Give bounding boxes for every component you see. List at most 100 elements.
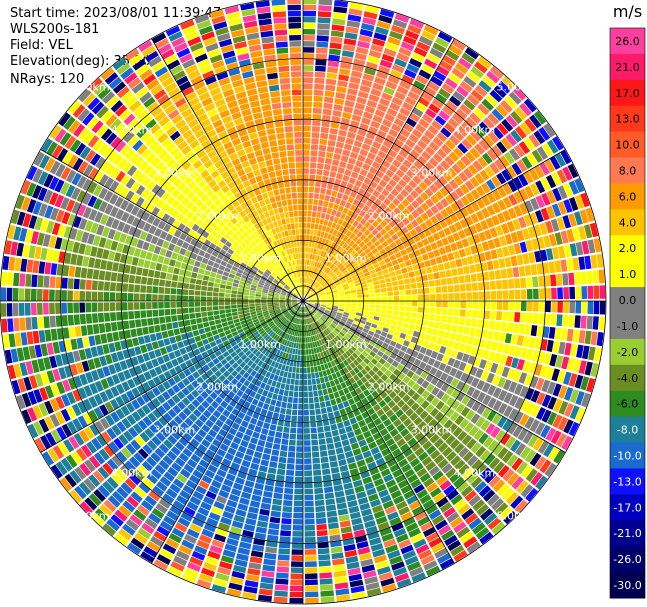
velocity-gate: [291, 409, 298, 416]
velocity-gate: [366, 171, 375, 180]
velocity-gate: [348, 281, 355, 286]
velocity-gate: [122, 320, 130, 330]
velocity-gate: [557, 287, 563, 300]
velocity-gate: [453, 147, 464, 158]
velocity-gate: [313, 89, 324, 96]
velocity-gate: [159, 316, 166, 324]
velocity-gate: [304, 537, 316, 543]
velocity-gate: [541, 409, 552, 423]
velocity-gate: [464, 364, 473, 374]
velocity-gate: [304, 277, 306, 283]
velocity-gate: [359, 28, 373, 38]
velocity-gate: [438, 362, 447, 372]
velocity-gate: [303, 35, 315, 41]
velocity-gate: [458, 229, 466, 239]
velocity-gate: [470, 213, 479, 224]
velocity-gate: [357, 271, 364, 276]
velocity-gate: [362, 290, 369, 295]
velocity-gate: [369, 327, 376, 333]
velocity-gate: [444, 122, 456, 134]
velocity-gate: [226, 316, 233, 322]
velocity-gate: [32, 260, 40, 274]
velocity-gate: [61, 290, 67, 301]
velocity-gate: [470, 318, 478, 328]
velocity-gate: [418, 332, 426, 340]
velocity-gate: [355, 215, 363, 223]
velocity-gate: [494, 158, 505, 171]
velocity-gate: [554, 232, 563, 245]
velocity-gate: [454, 370, 463, 380]
velocity-gate: [399, 262, 406, 269]
velocity-gate: [455, 240, 464, 250]
velocity-gate: [512, 177, 523, 190]
velocity-gate: [405, 289, 412, 295]
velocity-gate: [533, 224, 542, 237]
velocity-gate: [563, 199, 573, 213]
velocity-gate: [354, 245, 361, 252]
velocity-gate: [419, 222, 428, 231]
velocity-gate: [399, 290, 406, 296]
velocity-gate: [316, 384, 322, 391]
velocity-gate: [277, 394, 283, 402]
velocity-gate: [371, 258, 378, 265]
velocity-gate: [414, 344, 422, 352]
velocity-gate: [303, 259, 305, 265]
velocity-gate: [298, 337, 302, 343]
velocity-gate: [337, 262, 343, 269]
velocity-gate: [410, 219, 419, 228]
velocity-gate: [524, 185, 535, 199]
velocity-gate: [362, 287, 369, 292]
velocity-gate: [472, 291, 479, 300]
velocity-gate: [402, 208, 411, 217]
velocity-gate: [477, 156, 488, 168]
velocity-gate: [346, 131, 356, 140]
velocity-gate: [154, 270, 161, 279]
velocity-gate: [352, 235, 359, 243]
velocity-gate: [563, 371, 572, 385]
velocity-gate: [450, 202, 460, 212]
velocity-gate: [255, 293, 262, 297]
velocity-gate: [310, 150, 318, 157]
velocity-gate: [580, 192, 590, 208]
velocity-gate: [506, 166, 517, 179]
velocity-gate: [481, 329, 488, 339]
velocity-gate: [268, 430, 276, 437]
velocity-gate: [389, 271, 396, 277]
velocity-gate: [539, 301, 545, 312]
velocity-gate: [345, 94, 357, 102]
velocity-gate: [445, 375, 454, 385]
velocity-gate: [368, 289, 375, 294]
velocity-gate: [469, 327, 476, 337]
velocity-gate: [394, 58, 407, 68]
velocity-gate: [452, 250, 461, 260]
velocity-gate: [314, 274, 318, 280]
velocity-gate: [303, 228, 307, 235]
velocity-gate: [327, 303, 333, 306]
velocity-gate: [536, 392, 546, 405]
velocity-gate: [322, 108, 332, 116]
velocity-gate: [581, 392, 591, 408]
velocity-gate: [277, 560, 290, 567]
velocity-gate: [380, 331, 388, 338]
velocity-gate: [455, 258, 463, 268]
velocity-gate: [275, 400, 282, 408]
velocity-gate: [306, 271, 309, 278]
velocity-gate: [312, 205, 318, 212]
velocity-gate: [393, 207, 401, 216]
velocity-gate: [158, 294, 164, 301]
velocity-gate: [384, 338, 391, 345]
velocity-gate: [303, 216, 307, 223]
velocity-gate: [345, 323, 352, 328]
velocity-gate: [194, 296, 201, 301]
velocity-gate: [529, 419, 540, 433]
velocity-gate: [539, 222, 548, 235]
velocity-gate: [568, 180, 579, 195]
velocity-gate: [337, 312, 343, 316]
velocity-gate: [290, 427, 297, 434]
velocity-gate: [376, 71, 388, 80]
velocity-gate: [308, 241, 312, 248]
velocity-gate: [68, 265, 76, 277]
velocity-gate: [457, 267, 464, 276]
velocity-gate: [335, 397, 342, 404]
velocity-gate: [306, 229, 310, 235]
